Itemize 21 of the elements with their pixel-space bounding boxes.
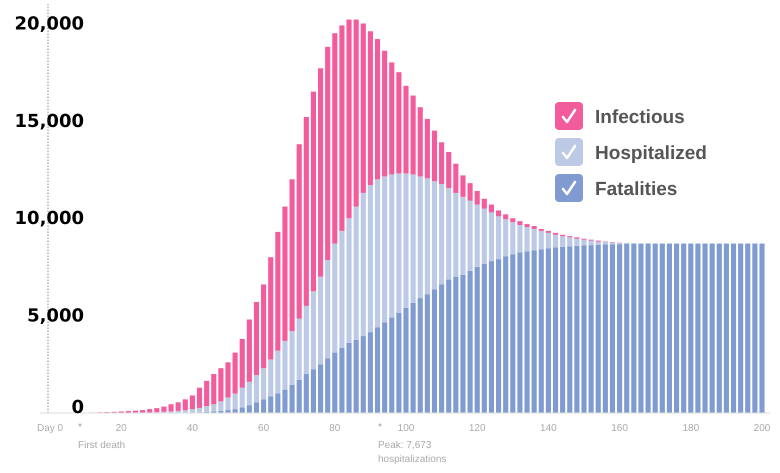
y-tick-label: 5,000 xyxy=(27,306,84,327)
text: Peak: 7,673 hospitalizations xyxy=(378,440,446,465)
x-tick-label: 180 xyxy=(682,423,700,434)
legend-label: Infectious xyxy=(595,107,685,128)
x-tick-label: 40 xyxy=(186,423,198,434)
legend-label: Hospitalized xyxy=(595,143,707,164)
x-tick-label: 140 xyxy=(540,423,558,434)
y-tick-label: 0 xyxy=(71,397,84,418)
y-tick-label: 20,000 xyxy=(14,13,84,34)
x-tick-label: 80 xyxy=(329,423,341,434)
legend-label: Fatalities xyxy=(595,179,678,200)
x-tick-label: 60 xyxy=(258,423,270,434)
y-tick-label: 10,000 xyxy=(14,208,84,230)
x-tick-label: Day 0 xyxy=(36,423,64,434)
y-tick-label: 15,000 xyxy=(14,110,84,132)
text: First death xyxy=(78,440,126,451)
x-tick-label: 160 xyxy=(611,423,628,434)
x-tick-label: 120 xyxy=(468,423,486,434)
x-tick-label: 100 xyxy=(398,423,415,434)
x-tick-label: 200 xyxy=(754,423,771,434)
x-tick-label: 20 xyxy=(116,423,128,434)
